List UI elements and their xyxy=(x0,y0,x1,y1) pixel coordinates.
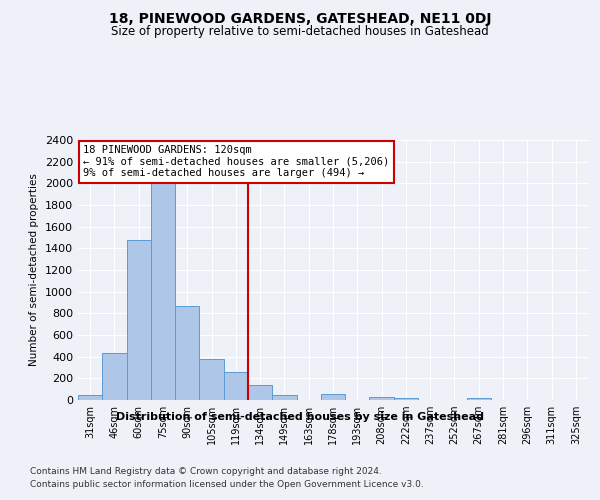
Bar xyxy=(467,398,491,400)
Bar xyxy=(102,354,127,400)
Bar xyxy=(127,240,151,400)
Bar xyxy=(248,385,272,400)
Text: 18, PINEWOOD GARDENS, GATESHEAD, NE11 0DJ: 18, PINEWOOD GARDENS, GATESHEAD, NE11 0D… xyxy=(109,12,491,26)
Bar xyxy=(370,397,394,400)
Y-axis label: Number of semi-detached properties: Number of semi-detached properties xyxy=(29,174,40,366)
Bar xyxy=(272,394,296,400)
Bar xyxy=(199,359,224,400)
Bar xyxy=(321,394,345,400)
Text: Size of property relative to semi-detached houses in Gateshead: Size of property relative to semi-detach… xyxy=(111,25,489,38)
Text: 18 PINEWOOD GARDENS: 120sqm
← 91% of semi-detached houses are smaller (5,206)
9%: 18 PINEWOOD GARDENS: 120sqm ← 91% of sem… xyxy=(83,145,389,178)
Bar xyxy=(151,181,175,400)
Bar xyxy=(175,306,199,400)
Bar xyxy=(394,398,418,400)
Text: Contains HM Land Registry data © Crown copyright and database right 2024.: Contains HM Land Registry data © Crown c… xyxy=(30,468,382,476)
Bar xyxy=(78,394,102,400)
Text: Distribution of semi-detached houses by size in Gateshead: Distribution of semi-detached houses by … xyxy=(116,412,484,422)
Text: Contains public sector information licensed under the Open Government Licence v3: Contains public sector information licen… xyxy=(30,480,424,489)
Bar xyxy=(224,372,248,400)
